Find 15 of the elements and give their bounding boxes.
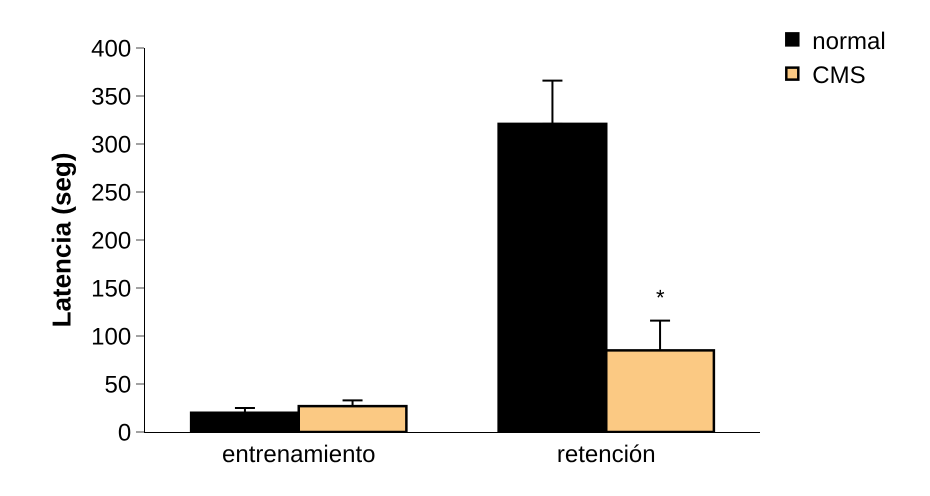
y-tick-label: 150 [91, 275, 132, 302]
x-tick-label: entrenamiento [222, 440, 376, 468]
x-tick-label: retención [556, 440, 656, 468]
annotation: * [656, 285, 665, 310]
y-tick-label: 200 [91, 227, 132, 254]
y-tick-label: 300 [91, 131, 132, 158]
y-tick-label: 350 [91, 83, 132, 110]
y-tick-label: 0 [118, 419, 132, 446]
legend-label: CMS [812, 62, 866, 89]
y-tick-label: 400 [91, 35, 132, 62]
y-tick-label: 250 [91, 179, 132, 206]
legend-label: normal [812, 28, 886, 55]
y-tick-label: 50 [104, 371, 132, 398]
y-axis-title: Latencia (seg) [46, 152, 77, 328]
y-tick-label: 100 [91, 323, 132, 350]
